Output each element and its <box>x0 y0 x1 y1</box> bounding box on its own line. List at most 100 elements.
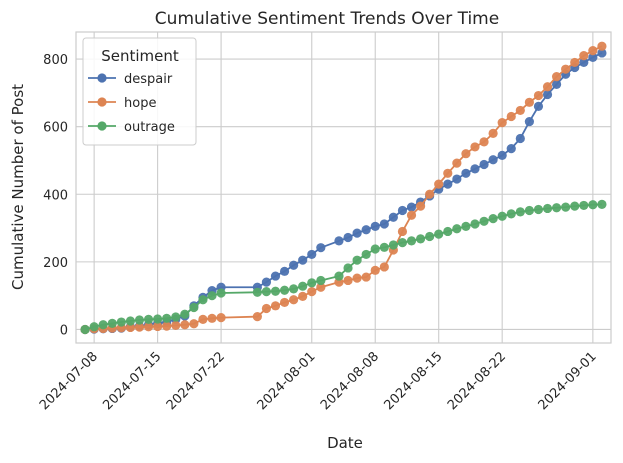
data-point-hope <box>542 82 553 92</box>
data-point-despair <box>289 260 299 270</box>
data-point-hope <box>397 226 408 237</box>
data-point-hope <box>261 303 272 314</box>
data-point-despair <box>515 133 525 144</box>
data-point-hope <box>125 322 136 333</box>
plot-frame <box>75 31 612 344</box>
data-point-outrage <box>415 234 426 244</box>
data-point-outrage <box>289 284 299 294</box>
data-point-hope <box>506 111 516 122</box>
data-point-despair <box>551 79 562 89</box>
data-point-hope <box>488 128 498 139</box>
data-point-hope <box>171 320 181 331</box>
data-point-despair <box>397 205 408 216</box>
y-axis-label: Cumulative Number of Post <box>9 84 27 290</box>
legend-marker <box>97 121 107 131</box>
data-point-outrage <box>506 209 516 219</box>
data-point-outrage <box>134 315 145 325</box>
data-point-outrage <box>452 224 462 234</box>
legend-title: Sentiment <box>101 47 179 65</box>
data-point-hope <box>533 90 544 101</box>
legend-item-hope: hope <box>88 96 156 111</box>
data-point-despair <box>588 52 598 62</box>
data-point-despair <box>316 243 326 253</box>
data-point-outrage <box>488 214 498 224</box>
legend-box <box>82 37 197 146</box>
plot-border <box>75 31 612 344</box>
legend-label: outrage <box>124 120 175 135</box>
data-point-hope <box>143 322 154 332</box>
data-point-hope <box>425 189 435 199</box>
data-point-outrage <box>434 229 444 239</box>
data-point-despair <box>379 219 389 229</box>
data-point-outrage <box>588 200 598 210</box>
chart-title: Cumulative Sentiment Trends Over Time <box>155 9 499 29</box>
y-tick-label: 0 <box>60 323 68 338</box>
data-point-outrage <box>425 231 435 242</box>
data-point-hope <box>134 322 145 332</box>
data-point-hope <box>153 321 163 332</box>
legend-label: despair <box>124 72 173 87</box>
data-point-hope <box>515 105 525 116</box>
data-point-outrage <box>270 286 281 296</box>
data-point-outrage <box>207 291 217 301</box>
data-point-outrage <box>116 317 126 327</box>
data-point-hope <box>298 291 308 301</box>
data-point-hope <box>524 97 534 107</box>
data-point-outrage <box>370 244 380 254</box>
series-layer <box>80 41 607 335</box>
data-point-outrage <box>551 203 562 213</box>
data-point-outrage <box>352 255 362 265</box>
x-axis-label: Date <box>327 434 363 452</box>
data-point-despair <box>370 221 380 231</box>
data-point-outrage <box>216 288 226 298</box>
data-point-hope <box>479 137 489 147</box>
data-point-despair <box>461 168 471 178</box>
data-point-outrage <box>406 236 417 246</box>
data-point-despair <box>270 271 281 281</box>
data-point-despair <box>579 57 589 68</box>
data-point-outrage <box>533 204 544 215</box>
data-point-hope <box>361 272 371 282</box>
data-point-outrage <box>125 316 136 326</box>
data-point-hope <box>279 297 290 308</box>
data-point-outrage <box>343 263 353 273</box>
data-point-outrage <box>162 313 172 323</box>
data-point-hope <box>561 64 571 74</box>
data-point-despair <box>533 101 544 111</box>
data-point-despair <box>597 48 607 58</box>
data-point-hope <box>406 210 417 220</box>
data-point-despair <box>470 164 480 174</box>
data-point-outrage <box>497 211 507 221</box>
data-point-despair <box>452 174 462 184</box>
legend-item-despair: despair <box>88 72 173 87</box>
data-point-hope <box>497 118 507 128</box>
legend: Sentiment despair hope outrage <box>82 37 197 146</box>
y-tick-label: 400 <box>43 188 68 203</box>
data-point-despair <box>361 225 371 235</box>
data-point-despair <box>279 266 290 276</box>
data-point-hope <box>461 149 471 159</box>
y-tick-label: 600 <box>43 121 68 136</box>
data-point-despair <box>307 249 317 260</box>
data-point-hope <box>162 321 172 331</box>
data-point-despair <box>479 159 489 170</box>
data-point-hope <box>415 201 426 211</box>
data-point-hope <box>289 295 299 305</box>
data-point-outrage <box>279 285 290 295</box>
y-axis-ticks: 0 200 400 600 800 <box>43 53 68 338</box>
data-point-outrage <box>252 287 262 297</box>
data-point-hope <box>352 273 362 283</box>
y-tick-label: 200 <box>43 256 68 271</box>
data-point-outrage <box>298 281 308 291</box>
data-point-hope <box>207 313 217 323</box>
data-point-despair <box>506 144 516 154</box>
data-point-outrage <box>597 199 607 209</box>
data-point-despair <box>542 89 553 100</box>
data-point-hope <box>307 287 317 297</box>
data-point-hope <box>597 41 607 51</box>
data-point-despair <box>334 236 344 246</box>
data-point-outrage <box>98 320 108 330</box>
data-point-outrage <box>89 322 99 332</box>
data-point-outrage <box>479 216 489 226</box>
data-point-outrage <box>561 202 571 212</box>
